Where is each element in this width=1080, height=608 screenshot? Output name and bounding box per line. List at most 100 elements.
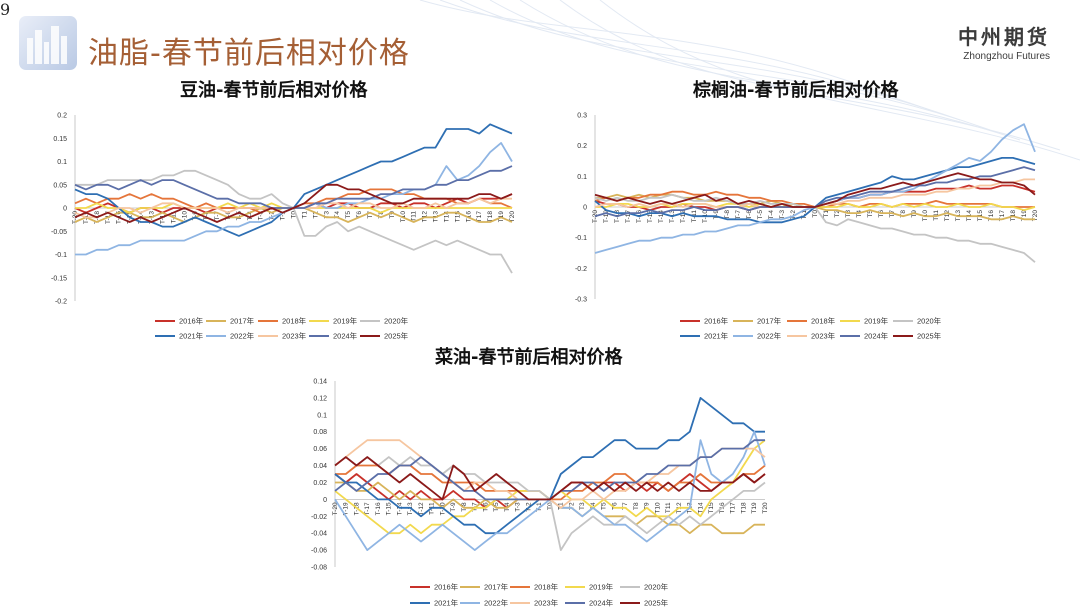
x-tick-label: T5 <box>867 210 874 218</box>
x-tick-label: T4 <box>590 502 597 510</box>
x-tick-label: T-7 <box>735 210 742 220</box>
x-tick-label: T-14 <box>658 210 665 223</box>
y-tick-label: 0.06 <box>313 446 327 453</box>
legend-label: 2020年 <box>917 316 942 326</box>
y-tick-label: 0.2 <box>577 143 587 150</box>
legend-item: 2016年 <box>680 316 729 326</box>
x-tick-label: T14 <box>443 211 450 223</box>
legend-item: 2019年 <box>840 316 889 326</box>
x-tick-label: T2 <box>312 211 319 219</box>
legend-label: 2023年 <box>282 331 307 341</box>
legend-item: 2022年 <box>206 331 255 341</box>
x-tick-label: T17 <box>999 210 1006 222</box>
x-tick-label: T17 <box>476 211 483 223</box>
legend-label: 2017年 <box>484 582 509 592</box>
x-tick-label: T-3 <box>779 210 786 220</box>
y-tick-label: 0 <box>63 206 67 213</box>
legend-item: 2020年 <box>620 582 669 592</box>
legend-item: 2025年 <box>360 331 409 341</box>
chart-title-rapeseed-oil: 菜油-春节前后相对价格 <box>435 347 623 368</box>
series-line-2025年 <box>334 456 766 501</box>
x-tick-label: T1 <box>301 211 308 219</box>
y-tick-label: 0.02 <box>313 480 327 487</box>
legend-label: 2018年 <box>534 582 559 592</box>
y-tick-label: -0.08 <box>311 565 327 572</box>
x-tick-label: T6 <box>612 502 619 510</box>
series-line-2019年 <box>334 439 766 535</box>
legend-label: 2021年 <box>704 331 729 341</box>
legend-label: 2019年 <box>864 316 889 326</box>
chart-palm-oil: 0.30.20.10-0.1-0.2-0.3T-20 T-19 T-18 T-17 T-… <box>575 113 1039 341</box>
page-title: 油脂-春节前后相对价格 <box>88 36 410 71</box>
x-tick-label: T19 <box>498 211 505 223</box>
y-tick-label: 0 <box>583 205 587 212</box>
legend-label: 2025年 <box>384 331 409 341</box>
chart-title-soybean-oil: 豆油-春节前后相对价格 <box>180 80 368 101</box>
legend-item: 2016年 <box>410 582 459 592</box>
y-tick-label: 0.14 <box>313 379 327 386</box>
legend-item: 2020年 <box>360 316 409 326</box>
x-tick-label: T-8 <box>203 211 210 221</box>
legend-item: 2021年 <box>155 331 204 341</box>
chart-title-palm-oil: 棕榈油-春节前后相对价格 <box>693 80 899 101</box>
x-tick-label: T-19 <box>603 210 610 223</box>
x-tick-label: T8 <box>633 502 640 510</box>
y-tick-label: 0.05 <box>53 182 67 189</box>
legend-item: 2017年 <box>733 316 782 326</box>
legend-label: 2024年 <box>864 331 889 341</box>
legend-label: 2017年 <box>230 316 255 326</box>
x-tick-label: T-19 <box>343 502 350 515</box>
x-tick-label: T0 <box>812 210 819 218</box>
series-line-2025年 <box>594 172 1036 208</box>
x-tick-label: T-6 <box>225 211 232 221</box>
x-tick-label: T1 <box>558 502 565 510</box>
x-tick-label: T-8 <box>461 502 468 512</box>
legend-label: 2016年 <box>434 582 459 592</box>
legend-label: 2020年 <box>384 316 409 326</box>
x-tick-label: T-5 <box>236 211 243 221</box>
x-tick-label: T-5 <box>757 210 764 220</box>
brand-name-cn: 中州期货 <box>958 25 1050 49</box>
x-tick-label: T-1 <box>801 210 808 220</box>
x-tick-label: T-6 <box>746 210 753 220</box>
x-tick-label: T-8 <box>724 210 731 220</box>
x-tick-label: T20 <box>1032 210 1039 222</box>
x-tick-label: T-3 <box>515 502 522 512</box>
x-tick-label: T8 <box>900 210 907 218</box>
legend-item: 2021年 <box>410 598 459 608</box>
x-tick-label: T16 <box>465 211 472 223</box>
x-tick-label: T5 <box>601 502 608 510</box>
legend-label: 2023年 <box>811 331 836 341</box>
legend-label: 2021年 <box>434 598 459 608</box>
y-tick-label: 0.3 <box>577 113 587 120</box>
x-tick-label: T-20 <box>332 502 339 515</box>
legend-item: 2018年 <box>258 316 307 326</box>
x-tick-label: T11 <box>665 502 672 513</box>
x-tick-label: T0 <box>291 211 298 219</box>
x-tick-label: T-15 <box>647 210 654 223</box>
x-tick-label: T7 <box>622 502 629 510</box>
y-tick-label: -0.06 <box>311 548 327 555</box>
legend-item: 2024年 <box>565 598 614 608</box>
legend-label: 2021年 <box>179 331 204 341</box>
series-line-2024年 <box>74 165 513 209</box>
x-tick-label: T1 <box>823 210 830 218</box>
legend-item: 2023年 <box>787 331 836 341</box>
x-tick-label: T-5 <box>493 502 500 512</box>
legend-item: 2018年 <box>510 582 559 592</box>
x-tick-label: T-7 <box>214 211 221 221</box>
x-tick-label: T-12 <box>418 502 425 515</box>
legend-label: 2017年 <box>757 316 782 326</box>
legend-label: 2025年 <box>917 331 942 341</box>
y-tick-label: -0.04 <box>311 531 327 538</box>
building-logo-icon <box>19 16 77 70</box>
x-tick-label: T-2 <box>790 210 797 220</box>
x-tick-label: T19 <box>1021 210 1028 222</box>
x-tick-label: T16 <box>988 210 995 222</box>
legend-item: 2016年 <box>155 316 204 326</box>
chart-soybean-oil: 0.20.150.10.050-0.05-0.1-0.15-0.2T-20 T-1… <box>51 113 516 341</box>
legend-item: 2024年 <box>309 331 358 341</box>
x-tick-label: T10 <box>400 211 407 223</box>
x-tick-label: T4 <box>334 211 341 219</box>
x-tick-label: T10 <box>655 502 662 514</box>
